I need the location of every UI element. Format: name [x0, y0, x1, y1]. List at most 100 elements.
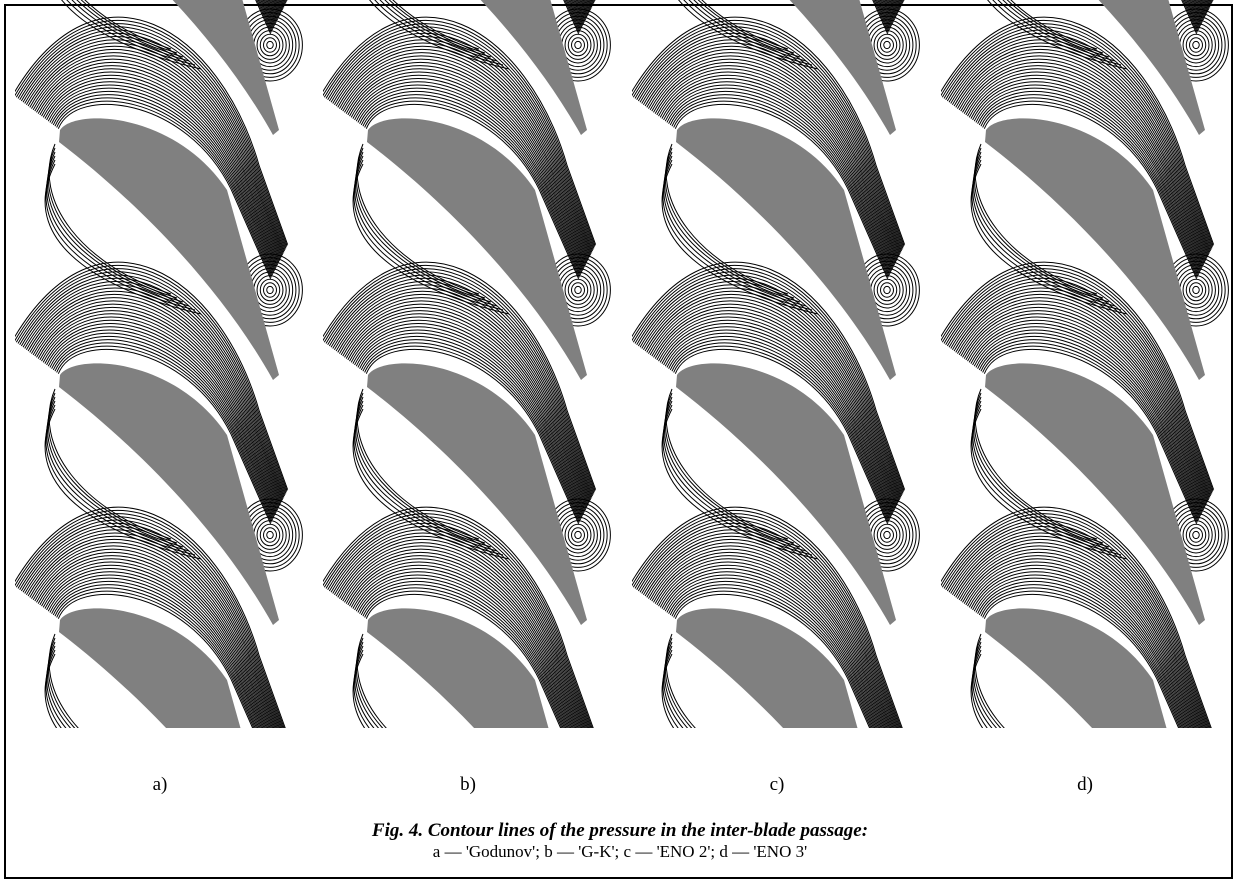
contour-loop [871, 762, 903, 798]
contour-loop [257, 276, 283, 305]
contour-loop [1164, 744, 1229, 816]
contour-line [635, 0, 903, 4]
contour-line [326, 0, 594, 4]
contour-loop [264, 773, 277, 787]
blade [985, 0, 1205, 135]
contour-line [18, 0, 286, 4]
contour-loop [565, 521, 591, 550]
page: a) b) c) d) Fig. 4. Contour lines of the… [0, 0, 1239, 869]
blade [59, 0, 279, 135]
contour-loop [1193, 776, 1199, 783]
contour-panel [939, 0, 1228, 869]
contour-loop [884, 41, 890, 48]
contour-line [941, 0, 1213, 1]
contour-loop [881, 283, 894, 297]
contour-loop [1173, 755, 1218, 805]
contour-line [637, 0, 902, 5]
contour-loop [267, 531, 273, 538]
contour-line [324, 0, 594, 2]
contour-line [633, 0, 903, 2]
contour-loop [1180, 762, 1212, 798]
contour-panel [321, 0, 610, 869]
contour-line [946, 0, 1211, 5]
panel-label: b) [460, 774, 476, 795]
contour-loop [568, 769, 587, 791]
contour-loop [267, 286, 273, 293]
contour-loop [565, 31, 591, 60]
contour-loop [855, 744, 920, 816]
contour-line [947, 0, 1210, 6]
blade [676, 0, 896, 135]
contour-loop [257, 31, 283, 60]
contour-loop [254, 762, 286, 798]
contour-line [15, 0, 287, 1]
contour-loop [251, 758, 290, 801]
contour-panel [13, 0, 302, 869]
contour-loop [1170, 751, 1222, 809]
contour-loop [1186, 769, 1205, 791]
contour-loop [575, 776, 581, 783]
blade [985, 608, 1205, 869]
contour-loop [238, 744, 303, 816]
contour-loop [881, 773, 894, 787]
contour-line [329, 0, 592, 6]
contour-loop [247, 755, 292, 805]
contour-line [21, 0, 284, 6]
contour-loop [562, 762, 594, 798]
contour-line [942, 0, 1212, 2]
contour-loop [877, 769, 896, 791]
contour-line [20, 0, 285, 5]
contour-loop [861, 751, 913, 809]
contour-loop [241, 748, 299, 813]
contour-loop [1193, 531, 1199, 538]
panels [13, 0, 1228, 869]
contour-loop [565, 276, 591, 305]
contour-loop [555, 755, 600, 805]
contour-loop [565, 766, 591, 795]
contour-loop [874, 31, 900, 60]
contour-panel [630, 0, 919, 869]
contour-loop [884, 776, 890, 783]
contour-loop [546, 744, 611, 816]
contour-loop [575, 531, 581, 538]
contour-loop [264, 38, 277, 52]
contour-loop [575, 41, 581, 48]
panel-label: a) [153, 774, 168, 795]
contour-loop [881, 528, 894, 542]
contour-loop [1193, 41, 1199, 48]
contour-line [323, 0, 595, 1]
contour-loop [575, 286, 581, 293]
contour-loop [1190, 773, 1203, 787]
contour-loop [267, 776, 273, 783]
contour-loop [257, 766, 283, 795]
panel-label: c) [770, 774, 785, 795]
contour-loop [257, 521, 283, 550]
contour-loop [1177, 758, 1216, 801]
contour-loop [244, 751, 296, 809]
contour-loop [858, 748, 916, 813]
blade [367, 0, 587, 135]
contour-loop [264, 283, 277, 297]
contour-loop [874, 521, 900, 550]
contour-loop [559, 758, 598, 801]
contour-line [328, 0, 593, 5]
contour-loop [1190, 528, 1203, 542]
contour-loop [864, 755, 909, 805]
caption-title: Fig. 4. Contour lines of the pressure in… [371, 820, 868, 841]
contour-loop [552, 751, 604, 809]
contour-loop [1183, 31, 1209, 60]
contour-loop [884, 286, 890, 293]
contour-loop [868, 758, 907, 801]
contour-loop [572, 528, 585, 542]
contour-loop [260, 769, 279, 791]
contour-loop [1193, 286, 1199, 293]
contour-loop [264, 528, 277, 542]
contour-loop [1167, 748, 1225, 813]
contour-loop [1190, 38, 1203, 52]
contour-loop [1183, 766, 1209, 795]
contour-line [632, 0, 904, 1]
contour-line [16, 0, 286, 2]
figure: a) b) c) d) Fig. 4. Contour lines of the… [0, 0, 1239, 869]
panel-label: d) [1077, 774, 1093, 795]
contour-loop [874, 276, 900, 305]
